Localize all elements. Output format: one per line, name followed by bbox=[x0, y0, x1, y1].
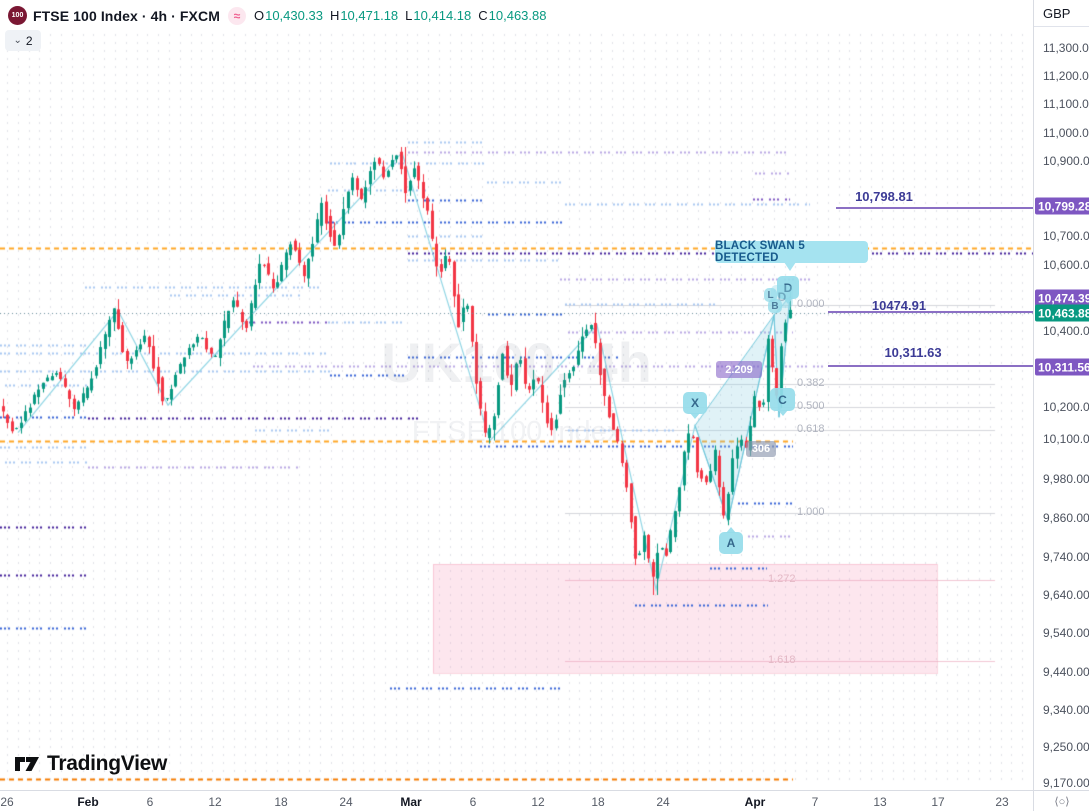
time-axis-tick: 7 bbox=[811, 795, 819, 809]
alert-price-label[interactable]: 10,798.81 bbox=[855, 189, 913, 204]
indicator-count: 2 bbox=[25, 33, 33, 48]
price-axis-tick: 9,170.00 bbox=[1043, 776, 1089, 790]
high-value: 10,471.18 bbox=[340, 8, 399, 23]
open-value: 10,430.33 bbox=[265, 8, 323, 23]
tradingview-logo[interactable]: TradingView bbox=[14, 752, 167, 776]
time-axis-tick: Apr bbox=[744, 795, 766, 809]
alert-price-label[interactable]: 10474.91 bbox=[871, 298, 927, 313]
time-axis-tick: 26 bbox=[0, 795, 14, 809]
time-axis-tick: 13 bbox=[873, 795, 887, 809]
low-value: 10,414.18 bbox=[413, 8, 472, 23]
time-axis-tick: 24 bbox=[656, 795, 670, 809]
price-axis-tick: 10,400.00 bbox=[1043, 324, 1089, 338]
pattern-point-label-d[interactable]: D bbox=[777, 276, 799, 304]
price-axis-tick: 10,600.00 bbox=[1043, 258, 1089, 272]
alert-price-line[interactable] bbox=[828, 311, 1033, 313]
pattern-ratio-badge: 306 bbox=[746, 441, 776, 457]
fib-level-label: 0.382 bbox=[797, 377, 825, 389]
pattern-point-label-l[interactable]: L bbox=[764, 288, 777, 302]
price-axis-tick: 11,200.00 bbox=[1043, 69, 1089, 83]
price-axis-badge-last-price: 10,463.88 bbox=[1035, 304, 1089, 322]
pattern-ratio-badge: 2.209 bbox=[716, 361, 762, 378]
time-axis-tick: Mar bbox=[400, 795, 422, 809]
delayed-data-icon[interactable]: ≈ bbox=[227, 6, 246, 25]
time-axis-tick: 12 bbox=[531, 795, 545, 809]
time-axis-tick: Feb bbox=[77, 795, 99, 809]
price-axis-badge-alert: 10,311.56 bbox=[1035, 358, 1089, 376]
price-axis-tick: 10,900.00 bbox=[1043, 154, 1089, 168]
high-label: H bbox=[329, 8, 340, 23]
symbol-title[interactable]: FTSE 100 Index · 4h · FXCM bbox=[33, 7, 220, 24]
fib-level-label: 1.618 bbox=[768, 654, 796, 666]
currency-label[interactable]: GBP bbox=[1034, 0, 1089, 27]
price-axis-badge-alert: 10,799.28 bbox=[1035, 197, 1089, 215]
time-axis-tick: 6 bbox=[469, 795, 477, 809]
alert-pointer bbox=[784, 262, 796, 271]
low-label: L bbox=[405, 8, 413, 23]
price-axis[interactable]: GBP 11,300.00 11,200.00 11,100.00 11,000.00… bbox=[1033, 0, 1089, 790]
pattern-point-label-a[interactable]: A bbox=[719, 527, 743, 554]
alert-price-label[interactable]: 10,311.63 bbox=[884, 345, 942, 360]
time-axis-tick: 18 bbox=[591, 795, 605, 809]
price-axis-tick: 11,000.00 bbox=[1043, 126, 1089, 140]
close-value: 10,463.88 bbox=[488, 8, 547, 23]
time-axis-tick: 18 bbox=[274, 795, 288, 809]
price-axis-tick: 9,980.00 bbox=[1043, 472, 1089, 486]
axis-settings-icon[interactable]: ⟨○⟩ bbox=[1033, 790, 1089, 811]
fib-level-label: 1.000 bbox=[797, 506, 825, 518]
open-label: O bbox=[253, 8, 265, 23]
indicators-collapse-button[interactable]: ⌄ 2 bbox=[5, 30, 41, 51]
price-axis-tick: 9,860.00 bbox=[1043, 511, 1089, 525]
black-swan-alert-label[interactable]: BLACK SWAN 5 DETECTED bbox=[715, 240, 868, 264]
time-axis-tick: 12 bbox=[208, 795, 222, 809]
time-axis-tick: 17 bbox=[931, 795, 945, 809]
close-label: C bbox=[478, 8, 488, 23]
tradingview-logo-icon bbox=[15, 757, 39, 771]
pattern-point-label-c[interactable]: C bbox=[770, 388, 795, 416]
chart-pane[interactable]: UK100, 4h FTSE 100 Index 100 FTSE 100 In… bbox=[0, 0, 1033, 790]
price-axis-tick: 10,100.00 bbox=[1043, 432, 1089, 446]
fib-level-label: 0.000 bbox=[797, 298, 825, 310]
ohlc-values: O10,430.33 H10,471.18 L10,414.18 C10,463… bbox=[254, 8, 547, 23]
chevron-down-icon: ⌄ bbox=[13, 35, 22, 46]
price-axis-tick: 9,440.00 bbox=[1043, 665, 1089, 679]
pattern-point-label-b[interactable]: B bbox=[768, 299, 782, 313]
symbol-logo: 100 bbox=[8, 6, 27, 25]
pattern-point-label-x[interactable]: X bbox=[683, 392, 707, 419]
price-axis-tick: 9,640.00 bbox=[1043, 588, 1089, 602]
alert-price-line[interactable] bbox=[828, 365, 1033, 367]
time-axis-tick: 6 bbox=[146, 795, 154, 809]
fib-level-label: 1.272 bbox=[768, 573, 796, 585]
price-axis-tick: 11,300.00 bbox=[1043, 41, 1089, 55]
time-axis-tick: 23 bbox=[995, 795, 1009, 809]
fib-level-label: 0.500 bbox=[797, 400, 825, 412]
price-axis-tick: 9,740.00 bbox=[1043, 550, 1089, 564]
time-axis[interactable]: 26 Feb 6 12 18 24 Mar 6 12 18 24 Apr 7 13 17 23 bbox=[0, 790, 1033, 811]
price-axis-tick: 11,100.00 bbox=[1043, 97, 1089, 111]
time-axis-tick: 24 bbox=[339, 795, 353, 809]
price-axis-badge-alert: 10,474.39 bbox=[1035, 289, 1089, 307]
price-axis-tick: 10,200.00 bbox=[1043, 400, 1089, 414]
price-axis-tick: 9,250.00 bbox=[1043, 740, 1089, 754]
price-axis-tick: 10,700.00 bbox=[1043, 229, 1089, 243]
price-axis-tick: 9,540.00 bbox=[1043, 626, 1089, 640]
alert-price-line[interactable] bbox=[836, 207, 1033, 209]
tradingview-logo-text: TradingView bbox=[47, 752, 168, 775]
fib-level-label: 0.618 bbox=[797, 423, 825, 435]
price-axis-tick: 9,340.00 bbox=[1043, 703, 1089, 717]
candlestick-canvas[interactable] bbox=[0, 0, 1033, 790]
